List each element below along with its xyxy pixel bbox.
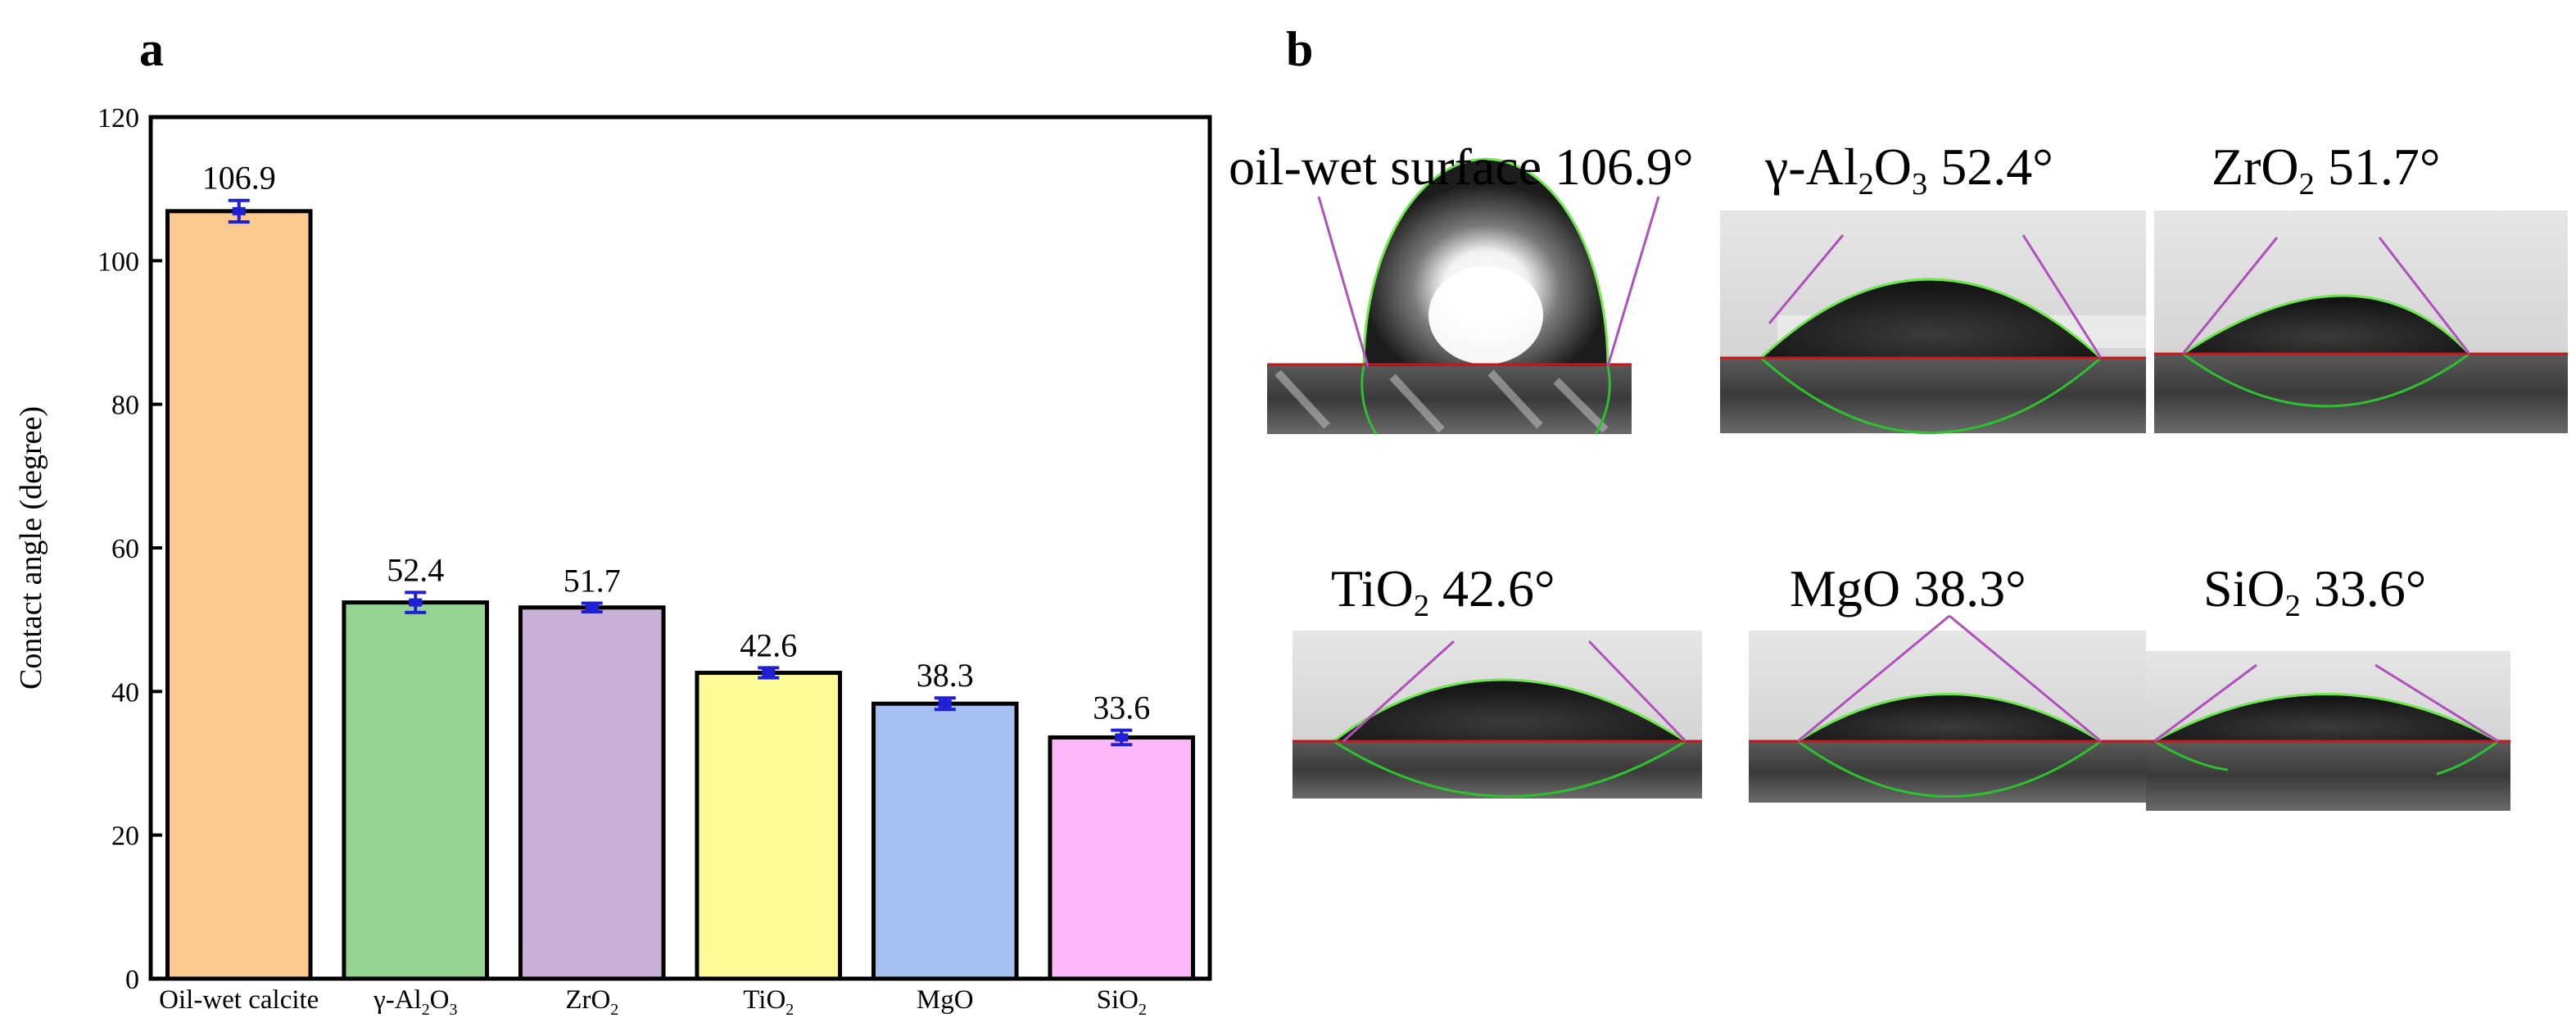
- bar: [695, 671, 843, 981]
- y-axis-title: Contact angle (degree): [14, 406, 48, 690]
- error-bar-center: [1115, 733, 1129, 742]
- data-label: 33.6: [1093, 690, 1150, 726]
- photo-title-6: SiO2 33.6°: [2203, 559, 2426, 623]
- photo-oil-wet-surface: [1267, 157, 1660, 435]
- y-tick-label: 120: [97, 103, 139, 133]
- x-tick-label: MgO: [917, 985, 974, 1015]
- photo-mgo: [1749, 614, 2146, 803]
- y-tick-label: 100: [97, 247, 139, 277]
- data-label: 106.9: [202, 160, 276, 197]
- error-bar-center: [762, 668, 776, 677]
- contact-angle-images: oil-wet surface 106.9° γ-Al2O3 52.4° ZrO…: [1229, 138, 2568, 811]
- bar: [165, 209, 313, 981]
- error-bars-layer: [228, 198, 1133, 747]
- bar: [871, 701, 1019, 981]
- bar-chart: 106.9 52.4 51.7 42.6 38.3 33.6 0 20 40 60 80 100 12…: [14, 103, 1212, 1019]
- photo-gamma-al2o3: [1720, 210, 2146, 434]
- x-tick-label: SiO2: [1097, 985, 1147, 1019]
- y-tick-label: 20: [111, 821, 139, 852]
- photo-title-1: oil-wet surface 106.9°: [1229, 138, 1694, 196]
- bars-layer: [165, 209, 1196, 981]
- photo-zro2: [2154, 210, 2568, 433]
- x-tick-label: ZrO2: [565, 985, 618, 1019]
- error-bar: [1111, 728, 1133, 747]
- error-bar-center: [409, 598, 423, 607]
- y-tick-label: 40: [111, 677, 139, 708]
- data-label: 38.3: [917, 657, 974, 694]
- error-bar-center: [938, 699, 952, 708]
- error-bar: [758, 666, 780, 680]
- x-tick-label: TiO2: [743, 985, 794, 1019]
- data-label: 52.4: [387, 551, 444, 588]
- error-bar: [228, 198, 250, 224]
- value-labels-layer: 106.9 52.4 51.7 42.6 38.3 33.6: [202, 160, 1151, 726]
- x-axis-labels: Oil-wet calcite γ-Al2O3 ZrO2 TiO2 MgO SiO2: [159, 985, 1147, 1019]
- error-bar-center: [232, 206, 246, 215]
- photo-sio2: [2146, 651, 2510, 811]
- error-bar-center: [585, 603, 599, 612]
- bar: [1048, 735, 1196, 981]
- y-tick-label: 0: [125, 965, 139, 995]
- panel-label-a: a: [139, 22, 164, 76]
- error-bar: [934, 696, 956, 712]
- data-label: 51.7: [564, 563, 621, 599]
- photo-title-2: γ-Al2O3 52.4°: [1764, 138, 2053, 201]
- bar: [342, 600, 490, 981]
- y-axis-ticks: 0 20 40 60 80 100 120: [97, 103, 162, 995]
- data-label: 42.6: [740, 627, 797, 663]
- x-tick-label: γ-Al2O3: [373, 985, 457, 1019]
- photo-title-3: ZrO2 51.7°: [2212, 138, 2440, 201]
- error-bar: [581, 601, 603, 614]
- photo-tio2: [1293, 631, 1702, 798]
- error-bar: [405, 590, 427, 614]
- y-tick-label: 80: [111, 391, 139, 421]
- photo-title-5: MgO 38.3°: [1790, 559, 2026, 618]
- x-tick-label: Oil-wet calcite: [159, 985, 319, 1015]
- y-tick-label: 60: [111, 534, 139, 564]
- photo-title-4: TiO2 42.6°: [1331, 559, 1555, 623]
- bar: [518, 605, 666, 981]
- panel-label-b: b: [1286, 22, 1313, 76]
